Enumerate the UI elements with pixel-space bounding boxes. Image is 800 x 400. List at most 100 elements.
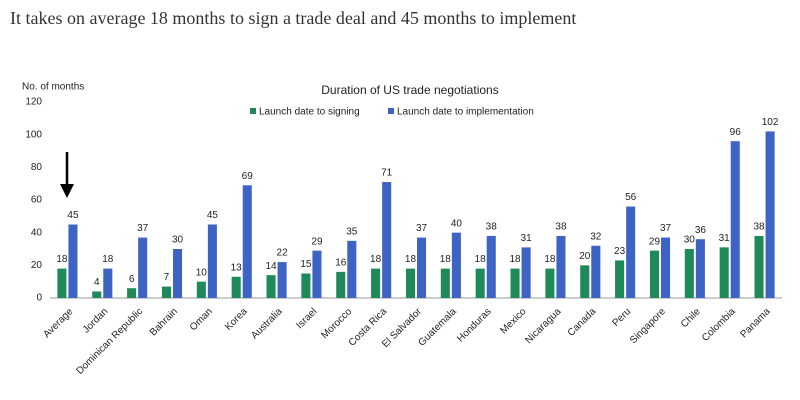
bar [173, 249, 183, 298]
value-label: 38 [555, 222, 567, 233]
bar [661, 237, 671, 298]
bar [684, 249, 694, 298]
value-label: 6 [129, 274, 135, 285]
value-label: 18 [56, 254, 68, 265]
x-tick-label: Mexico [498, 306, 528, 336]
value-label: 31 [521, 233, 533, 244]
bar [730, 141, 740, 298]
bar [556, 235, 566, 298]
bar [161, 286, 171, 298]
x-tick-label: Honduras [455, 306, 493, 344]
legend-label: Launch date to implementation [397, 107, 534, 118]
bar [301, 273, 311, 298]
x-tick-label: Israel [294, 306, 319, 331]
bar [347, 240, 357, 298]
value-label: 16 [335, 258, 347, 269]
x-tick-label: Average [41, 306, 75, 340]
value-label: 69 [242, 171, 254, 182]
bar [336, 271, 346, 298]
value-label: 35 [346, 226, 358, 237]
y-tick-label: 80 [31, 162, 43, 173]
value-label: 18 [509, 254, 521, 265]
bar [92, 291, 102, 298]
bar [695, 239, 705, 298]
x-tick-label: Bahrain [148, 306, 180, 338]
x-tick-label: Guatemala [416, 306, 459, 349]
x-tick-label: Jordan [81, 306, 110, 335]
bar [754, 235, 764, 298]
value-label: 38 [753, 222, 765, 233]
x-tick-label: Oman [188, 306, 215, 333]
bar [57, 268, 67, 298]
bar [440, 268, 450, 298]
bar [451, 232, 461, 298]
legend-swatch [388, 108, 394, 114]
bar [545, 268, 555, 298]
value-label: 22 [277, 248, 289, 259]
x-tick-label: Panama [738, 306, 772, 340]
value-label: 45 [207, 210, 219, 221]
bar [510, 268, 520, 298]
x-tick-label: Nicaragua [523, 306, 563, 346]
bar [626, 206, 636, 298]
legend-swatch [250, 108, 256, 114]
value-label: 14 [265, 261, 277, 272]
x-tick-label: Korea [223, 306, 250, 333]
bar [615, 260, 625, 298]
bar [277, 262, 287, 298]
bar [196, 281, 206, 298]
page-heading: It takes on average 18 months to sign a … [10, 8, 576, 28]
bar [127, 288, 137, 298]
value-label: 36 [695, 225, 707, 236]
value-label: 40 [451, 218, 463, 229]
value-label: 15 [300, 259, 312, 270]
value-label: 30 [684, 235, 696, 246]
value-label: 32 [590, 231, 602, 242]
x-tick-label: Colombia [700, 306, 738, 344]
value-label: 37 [660, 223, 672, 234]
x-tick-label: Peru [610, 306, 633, 329]
bar [371, 268, 381, 298]
bar [138, 237, 148, 298]
value-label: 56 [625, 192, 637, 203]
legend-label: Launch date to signing [259, 107, 360, 118]
value-label: 10 [196, 267, 208, 278]
value-label: 13 [231, 262, 243, 273]
value-label: 18 [475, 254, 487, 265]
y-tick-label: 120 [25, 97, 42, 108]
value-label: 37 [137, 223, 149, 234]
bar [103, 268, 113, 298]
x-tick-label: Canada [566, 306, 599, 339]
value-label: 37 [416, 223, 428, 234]
value-label: 29 [649, 236, 661, 247]
bar [649, 250, 659, 298]
arrow [60, 152, 74, 198]
bar [405, 268, 415, 298]
value-label: 96 [730, 127, 742, 138]
value-label: 30 [172, 235, 184, 246]
y-axis-label: No. of months [22, 82, 84, 93]
value-label: 45 [67, 210, 79, 221]
value-label: 4 [94, 277, 100, 288]
value-label: 20 [579, 251, 591, 262]
bar [382, 182, 392, 298]
y-tick-label: 100 [25, 129, 42, 140]
x-tick-label: Singapore [628, 306, 668, 346]
x-tick-label: Morocco [319, 306, 354, 341]
value-label: 18 [405, 254, 417, 265]
bar [521, 247, 531, 298]
value-label: 31 [719, 233, 731, 244]
value-label: 71 [381, 168, 393, 179]
bar [475, 268, 485, 298]
bar [417, 237, 427, 298]
bar [486, 235, 496, 298]
bar [719, 247, 729, 298]
value-label: 23 [614, 246, 626, 257]
value-label: 102 [762, 117, 779, 128]
y-tick-label: 60 [31, 195, 43, 206]
bar [68, 224, 78, 298]
y-tick-label: 20 [31, 260, 43, 271]
bar [765, 131, 775, 298]
bar [207, 224, 217, 298]
